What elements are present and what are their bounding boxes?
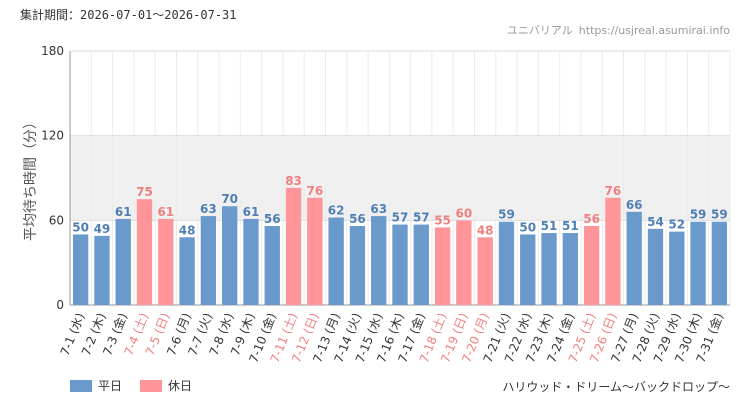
bar xyxy=(626,211,642,305)
bar-value-label: 57 xyxy=(392,211,409,225)
bar xyxy=(200,216,217,305)
bar-value-label: 76 xyxy=(605,184,622,198)
bar-value-label: 59 xyxy=(711,208,728,222)
legend-item-weekday[interactable]: 平日 xyxy=(70,377,122,394)
legend: 平日 休日 xyxy=(70,377,210,394)
bar xyxy=(562,233,578,305)
y-tick-label: 60 xyxy=(49,213,64,227)
bar-value-label: 61 xyxy=(157,205,174,219)
period-label: 集計期間： xyxy=(20,8,81,22)
legend-swatch-holiday xyxy=(140,379,163,392)
bar-value-label: 55 xyxy=(434,213,451,227)
bar-value-label: 48 xyxy=(477,223,494,237)
bar xyxy=(94,235,110,305)
y-tick-label: 120 xyxy=(41,129,64,143)
bar xyxy=(136,199,153,305)
bar xyxy=(328,217,344,305)
bar xyxy=(264,225,280,305)
bar-value-label: 62 xyxy=(328,204,345,218)
bar xyxy=(307,197,323,305)
bar xyxy=(498,221,515,305)
bar xyxy=(72,234,89,305)
site-credit: ユニバリアル https://usjreal.asumirai.info xyxy=(507,22,730,38)
bar xyxy=(605,197,621,305)
bar-value-label: 54 xyxy=(647,215,664,229)
bar xyxy=(285,187,302,305)
bar-value-label: 50 xyxy=(72,220,89,234)
bar-value-label: 51 xyxy=(562,219,579,233)
bar-value-label: 56 xyxy=(583,212,600,226)
bar-value-label: 70 xyxy=(221,192,238,206)
bar xyxy=(158,218,174,305)
bar-value-label: 56 xyxy=(349,212,366,226)
bar-value-label: 57 xyxy=(413,211,430,225)
bar xyxy=(520,234,536,305)
site-url[interactable]: https://usjreal.asumirai.info xyxy=(578,24,730,37)
legend-item-holiday[interactable]: 休日 xyxy=(140,377,192,394)
y-tick-label: 0 xyxy=(56,298,64,312)
bar-value-label: 63 xyxy=(200,202,217,216)
legend-label-holiday: 休日 xyxy=(168,379,193,393)
bar xyxy=(477,237,493,305)
bar xyxy=(669,231,685,305)
bar xyxy=(392,224,408,305)
y-axis-title: 平均待ち時間（分） xyxy=(23,115,39,241)
bar xyxy=(456,220,472,305)
bar xyxy=(243,218,259,305)
bar-value-label: 63 xyxy=(370,202,387,216)
bar-value-label: 75 xyxy=(136,185,153,199)
bar-value-label: 66 xyxy=(626,198,643,212)
bar xyxy=(583,225,600,305)
bar xyxy=(413,224,429,305)
bar xyxy=(541,233,557,305)
bar-value-label: 52 xyxy=(668,218,685,232)
legend-swatch-weekday xyxy=(70,379,92,392)
bar-value-label: 59 xyxy=(498,208,515,222)
bar xyxy=(222,206,238,305)
bar xyxy=(179,237,195,305)
period-range: 集計期間：2026-07-01〜2026-07-31 xyxy=(20,6,237,23)
bar-value-label: 61 xyxy=(115,205,132,219)
bar xyxy=(434,227,451,305)
bar-value-label: 51 xyxy=(541,219,558,233)
period-value: 2026-07-01〜2026-07-31 xyxy=(80,8,237,22)
legend-label-weekday: 平日 xyxy=(98,379,123,393)
bar xyxy=(115,218,131,305)
bar xyxy=(690,221,706,305)
attraction-name: ハリウッド・ドリーム〜バックドロップ〜 xyxy=(502,380,730,394)
bar xyxy=(371,216,387,305)
bar xyxy=(349,225,366,305)
bar-value-label: 76 xyxy=(306,184,323,198)
site-name: ユニバリアル xyxy=(506,24,573,37)
bar-value-label: 60 xyxy=(456,206,473,220)
bar-value-label: 56 xyxy=(264,212,281,226)
bar-value-label: 61 xyxy=(243,205,260,219)
bar-value-label: 48 xyxy=(179,223,196,237)
bar xyxy=(647,228,664,305)
bar-value-label: 59 xyxy=(690,208,707,222)
bar-value-label: 50 xyxy=(519,220,536,234)
bar xyxy=(711,221,728,305)
bar-value-label: 83 xyxy=(285,174,302,188)
y-tick-label: 180 xyxy=(41,44,64,58)
bar-value-label: 49 xyxy=(94,222,111,236)
